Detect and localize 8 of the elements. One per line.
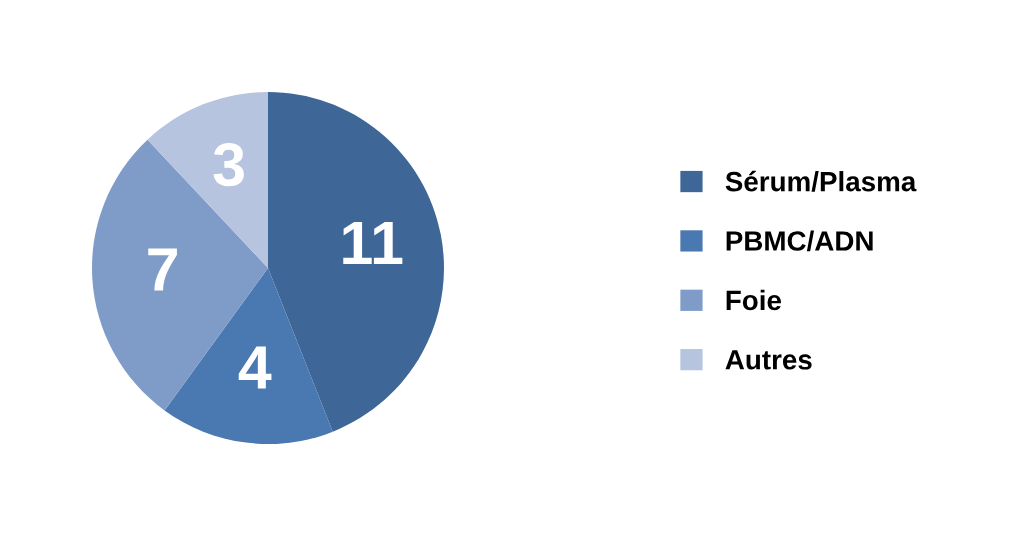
data-label: 4	[238, 346, 272, 389]
legend-label: PBMC/ADN	[726, 230, 873, 252]
legend-label: Autres	[725, 350, 812, 370]
data-label: 11	[343, 221, 403, 265]
legend-label: Sérum/Plasma	[725, 170, 917, 192]
data-label: 7	[148, 248, 177, 291]
legend-label: Foie	[726, 289, 781, 311]
data-label: 3	[213, 142, 244, 187]
